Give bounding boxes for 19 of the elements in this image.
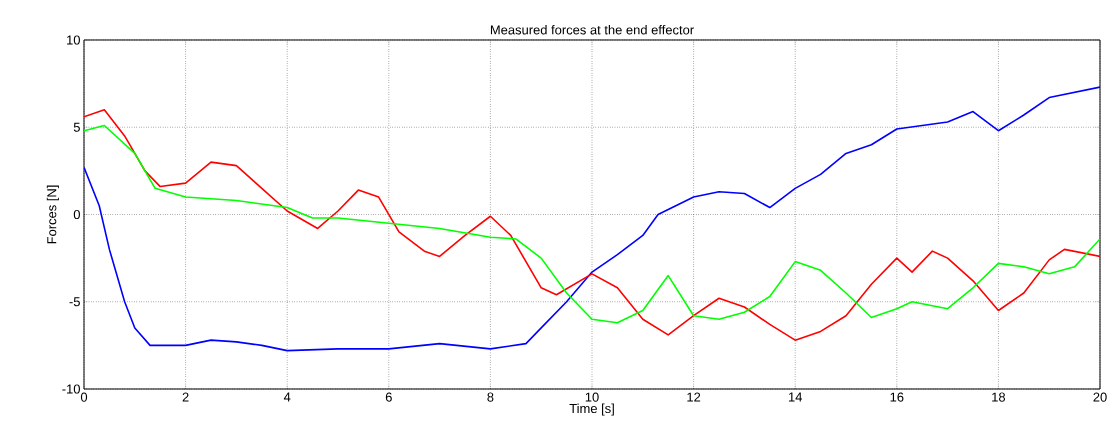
x-tick-label: 0 [80, 392, 88, 402]
x-axis-title: Time [s] [569, 403, 614, 416]
x-tick-label: 10 [585, 392, 599, 402]
y-axis-title: Forces [N] [46, 185, 59, 244]
x-tick-label: 16 [890, 392, 904, 402]
y-tick-label: 5 [73, 122, 80, 132]
x-tick-label: 8 [487, 392, 494, 402]
x-tick-label: 18 [992, 392, 1006, 402]
x-tick-label: 12 [687, 392, 701, 402]
y-tick-label: -5 [69, 297, 80, 307]
x-tick-label: 20 [1093, 392, 1107, 402]
x-tick-label: 6 [385, 392, 392, 402]
x-tick-label: 2 [182, 392, 189, 402]
x-tick-label: 14 [788, 392, 803, 402]
x-tick-label: 4 [283, 392, 291, 402]
y-tick-label: 10 [67, 35, 80, 45]
y-tick-label: 0 [73, 209, 80, 220]
y-tick-label: -10 [62, 384, 80, 394]
chart-title: Measured forces at the end effector [490, 24, 694, 35]
